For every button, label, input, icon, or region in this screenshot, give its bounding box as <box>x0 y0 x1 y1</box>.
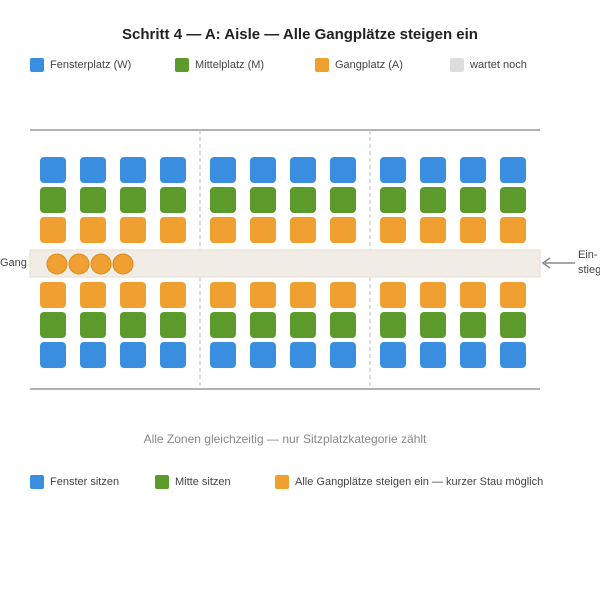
status-label: Mitte sitzen <box>175 476 231 488</box>
legend-swatch <box>450 58 464 72</box>
seat <box>330 187 356 213</box>
seat <box>210 157 236 183</box>
seat <box>210 282 236 308</box>
seat <box>460 312 486 338</box>
seat <box>120 282 146 308</box>
seat <box>250 342 276 368</box>
seat <box>80 282 106 308</box>
seat <box>420 187 446 213</box>
passenger <box>112 253 134 275</box>
caption: Alle Zonen gleichzeitig — nur Sitzplatzk… <box>144 432 427 446</box>
seat <box>460 217 486 243</box>
seat <box>380 157 406 183</box>
seat <box>460 342 486 368</box>
seat <box>290 342 316 368</box>
status-swatch <box>155 475 169 489</box>
seat <box>500 217 526 243</box>
seat <box>380 312 406 338</box>
status-swatch <box>30 475 44 489</box>
seat <box>80 217 106 243</box>
legend-label: Gangplatz (A) <box>335 59 403 71</box>
seat <box>250 157 276 183</box>
seat <box>330 217 356 243</box>
seat <box>420 157 446 183</box>
seat <box>40 342 66 368</box>
seat <box>420 282 446 308</box>
seat <box>160 187 186 213</box>
seat <box>120 187 146 213</box>
seat <box>120 157 146 183</box>
seat <box>330 312 356 338</box>
legend-swatch <box>175 58 189 72</box>
seat <box>80 342 106 368</box>
seat <box>330 157 356 183</box>
entry-label: stieg <box>578 264 600 276</box>
title: Schritt 4 — A: Aisle — Alle Gangplätze s… <box>122 26 478 43</box>
entry-arrow-head <box>541 257 551 269</box>
status-swatch <box>275 475 289 489</box>
seat <box>80 312 106 338</box>
seat <box>380 342 406 368</box>
seat <box>500 187 526 213</box>
seat <box>290 187 316 213</box>
seat <box>250 217 276 243</box>
legend-swatch <box>315 58 329 72</box>
seat <box>160 282 186 308</box>
seat <box>420 312 446 338</box>
seat <box>380 282 406 308</box>
seat <box>160 342 186 368</box>
seat <box>380 187 406 213</box>
seat <box>290 217 316 243</box>
aisle-label: Gang <box>0 257 27 269</box>
passenger <box>68 253 90 275</box>
seat <box>120 342 146 368</box>
seat <box>120 217 146 243</box>
legend-label: wartet noch <box>469 59 527 71</box>
seat <box>210 342 236 368</box>
seat <box>80 157 106 183</box>
seat <box>500 157 526 183</box>
seat <box>40 282 66 308</box>
seat <box>420 217 446 243</box>
status-label: Alle Gangplätze steigen ein — kurzer Sta… <box>295 476 543 488</box>
seat <box>80 187 106 213</box>
seat <box>500 282 526 308</box>
seat <box>420 342 446 368</box>
legend-label: Fensterplatz (W) <box>50 59 131 71</box>
seat <box>210 217 236 243</box>
seat <box>330 342 356 368</box>
passenger <box>46 253 68 275</box>
seat <box>250 282 276 308</box>
seat <box>290 157 316 183</box>
seat <box>290 282 316 308</box>
seat <box>500 312 526 338</box>
seat <box>120 312 146 338</box>
seat <box>500 342 526 368</box>
seat <box>460 157 486 183</box>
seat <box>210 312 236 338</box>
seat <box>460 282 486 308</box>
seat <box>460 187 486 213</box>
status-label: Fenster sitzen <box>50 476 119 488</box>
seat <box>330 282 356 308</box>
passenger <box>90 253 112 275</box>
seat <box>250 187 276 213</box>
seat <box>380 217 406 243</box>
seat <box>40 312 66 338</box>
seat <box>160 157 186 183</box>
seat <box>160 312 186 338</box>
seat <box>250 312 276 338</box>
seat <box>40 187 66 213</box>
seat <box>290 312 316 338</box>
legend-label: Mittelplatz (M) <box>195 59 264 71</box>
entry-label: Ein- <box>578 249 598 261</box>
seat <box>40 217 66 243</box>
seat <box>210 187 236 213</box>
legend-swatch <box>30 58 44 72</box>
seat <box>40 157 66 183</box>
seat <box>160 217 186 243</box>
